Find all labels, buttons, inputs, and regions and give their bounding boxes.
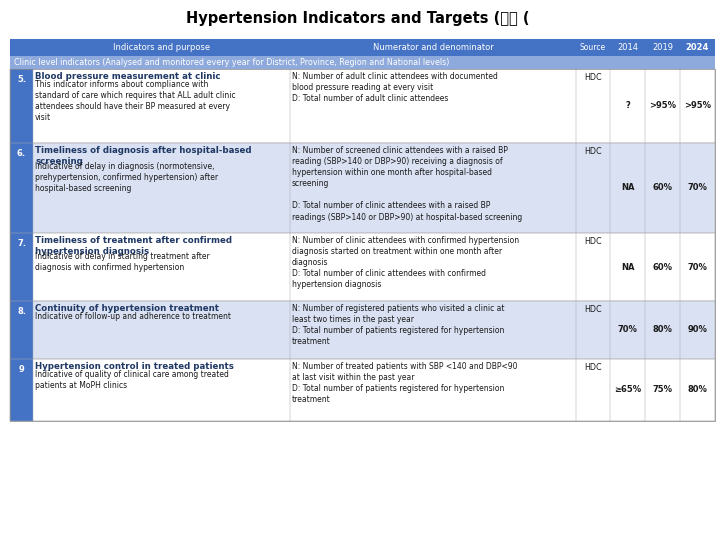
Text: Indicative of delay in starting treatment after
diagnosis with confirmed hyperte: Indicative of delay in starting treatmen…: [35, 252, 210, 272]
Text: NA: NA: [621, 184, 634, 192]
Text: 70%: 70%: [688, 184, 708, 192]
Text: HDC: HDC: [584, 305, 602, 314]
Text: 60%: 60%: [652, 184, 672, 192]
Text: ≥65%: ≥65%: [614, 386, 641, 395]
Bar: [10, 301, 715, 359]
Bar: [10, 143, 33, 233]
Text: NA: NA: [621, 262, 634, 272]
Text: N: Number of screened clinic attendees with a raised BP
reading (SBP>140 or DBP>: N: Number of screened clinic attendees w…: [292, 146, 522, 221]
Text: 7.: 7.: [17, 239, 26, 248]
Bar: [10, 233, 33, 301]
Text: Timeliness of diagnosis after hospital-based
screening: Timeliness of diagnosis after hospital-b…: [35, 146, 251, 166]
Text: N: Number of clinic attendees with confirmed hypertension
diagnosis started on t: N: Number of clinic attendees with confi…: [292, 236, 519, 289]
Text: Hypertension control in treated patients: Hypertension control in treated patients: [35, 362, 234, 371]
Bar: [10, 56, 715, 69]
Text: Timeliness of treatment after confirmed
hypertension diagnosis: Timeliness of treatment after confirmed …: [35, 236, 232, 256]
Bar: [10, 69, 715, 143]
Text: Indicators and purpose: Indicators and purpose: [113, 43, 210, 52]
Text: 2019: 2019: [652, 43, 673, 52]
Bar: [10, 233, 715, 301]
Text: 70%: 70%: [688, 262, 708, 272]
Text: Blood pressure measurement at clinic: Blood pressure measurement at clinic: [35, 72, 220, 81]
Text: ?: ?: [625, 102, 630, 111]
Text: 80%: 80%: [688, 386, 708, 395]
Text: N: Number of registered patients who visited a clinic at
least two times in the : N: Number of registered patients who vis…: [292, 304, 505, 346]
Bar: [10, 359, 715, 421]
Text: 2024: 2024: [686, 43, 709, 52]
Bar: [10, 301, 33, 359]
Text: 9: 9: [19, 365, 24, 374]
Text: Source: Source: [580, 43, 606, 52]
Text: HDC: HDC: [584, 147, 602, 156]
Text: Clinic level indicators (Analysed and monitored every year for District, Provinc: Clinic level indicators (Analysed and mo…: [14, 58, 449, 67]
Text: Indicative of quality of clinical care among treated
patients at MoPH clinics: Indicative of quality of clinical care a…: [35, 370, 229, 390]
Text: HDC: HDC: [584, 363, 602, 372]
Bar: [10, 359, 33, 421]
Text: HDC: HDC: [584, 237, 602, 246]
Bar: [10, 143, 715, 233]
Text: This indicator informs about compliance with
standard of care which requires tha: This indicator informs about compliance …: [35, 80, 235, 122]
Text: 70%: 70%: [618, 326, 637, 334]
Text: Continuity of hypertension treatment: Continuity of hypertension treatment: [35, 304, 219, 313]
Bar: [10, 39, 715, 56]
Text: 8.: 8.: [17, 307, 26, 316]
Text: Indicative of delay in diagnosis (normotensive,
prehypertension, confirmed hyper: Indicative of delay in diagnosis (normot…: [35, 162, 218, 193]
Text: N: Number of adult clinic attendees with documented
blood pressure reading at ev: N: Number of adult clinic attendees with…: [292, 72, 498, 103]
Text: 90%: 90%: [688, 326, 708, 334]
Text: 80%: 80%: [652, 326, 672, 334]
Text: 2014: 2014: [617, 43, 638, 52]
Text: >95%: >95%: [684, 102, 711, 111]
Text: >95%: >95%: [649, 102, 676, 111]
Text: 75%: 75%: [652, 386, 672, 395]
Text: 60%: 60%: [652, 262, 672, 272]
Text: N: Number of treated patients with SBP <140 and DBP<90
at last visit within the : N: Number of treated patients with SBP <…: [292, 362, 518, 404]
Text: HDC: HDC: [584, 73, 602, 82]
Text: 6.: 6.: [17, 149, 26, 158]
Text: Indicative of follow-up and adherence to treatment: Indicative of follow-up and adherence to…: [35, 312, 231, 321]
Text: Numerator and denominator: Numerator and denominator: [373, 43, 493, 52]
Text: Hypertension Indicators and Targets (ตอ (: Hypertension Indicators and Targets (ตอ …: [186, 10, 534, 25]
Bar: [10, 69, 33, 143]
Text: 5.: 5.: [17, 75, 26, 84]
